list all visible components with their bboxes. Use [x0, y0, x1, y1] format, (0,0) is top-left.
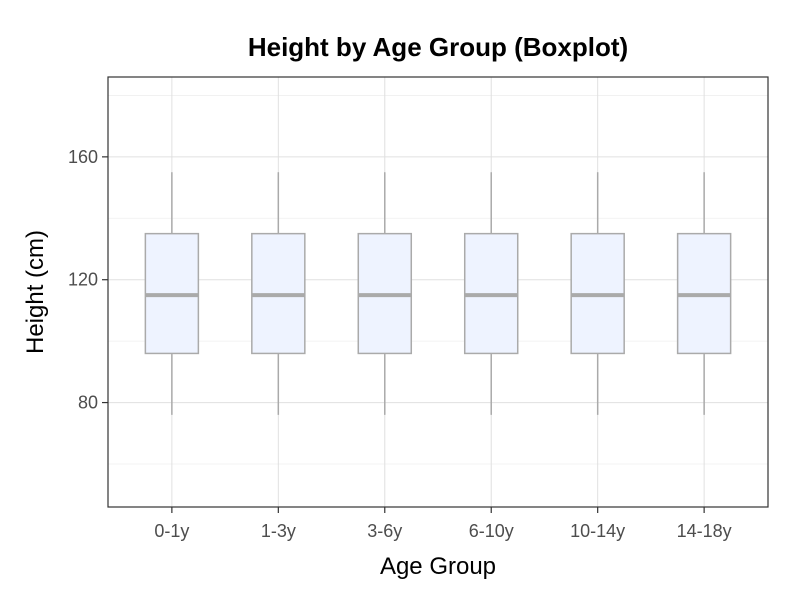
x-tick-label: 3-6y: [367, 521, 402, 541]
y-tick-label: 160: [68, 147, 98, 167]
x-tick-label: 0-1y: [154, 521, 189, 541]
box-0-1y: [144, 172, 200, 415]
y-axis-ticks: 80 120 160: [68, 147, 108, 413]
chart-title: Height by Age Group (Boxplot): [248, 32, 628, 62]
y-tick-label: 120: [68, 270, 98, 290]
x-tick-label: 14-18y: [677, 521, 732, 541]
box-6-10y: [463, 172, 519, 415]
box-14-18y: [676, 172, 732, 415]
box-10-14y: [570, 172, 625, 415]
panel-border: [107, 76, 769, 508]
boxes: [144, 172, 732, 415]
box-1-3y: [251, 172, 306, 415]
x-tick-label: 1-3y: [261, 521, 296, 541]
x-axis-title: Age Group: [380, 553, 496, 580]
x-axis-ticks: 0-1y 1-3y 3-6y 6-10y 10-14y 14-18y: [154, 507, 732, 541]
x-tick-label: 6-10y: [469, 521, 514, 541]
y-axis-title: Height (cm): [22, 230, 49, 354]
box-3-6y: [357, 172, 413, 415]
x-tick-label: 10-14y: [570, 521, 625, 541]
grid-lines: [108, 77, 768, 507]
y-tick-label: 80: [78, 393, 98, 413]
